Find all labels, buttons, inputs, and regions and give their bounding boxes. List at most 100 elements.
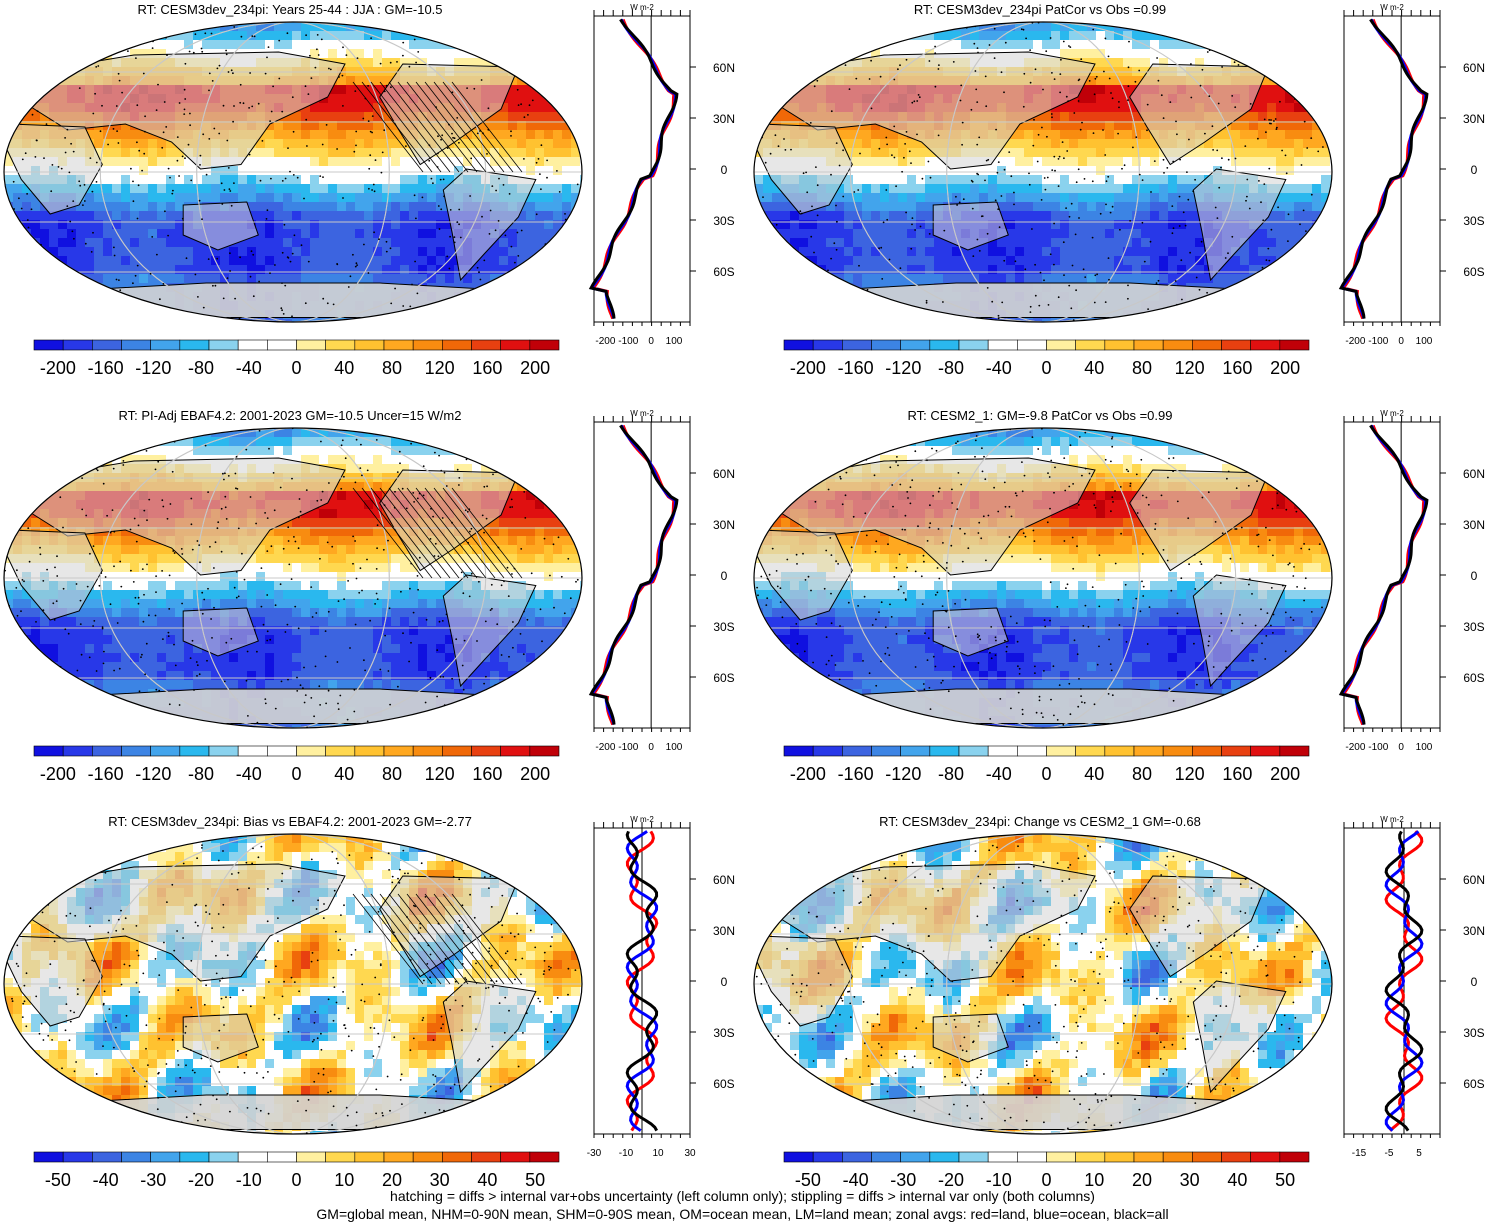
colorbar-swatch [209,746,238,756]
profile-xtick-label: -30 [587,1148,602,1159]
profile-lat-label: 0 [721,569,728,583]
colorbar-swatch [501,1152,530,1162]
colorbar-tick-label: 40 [1084,764,1104,784]
colorbar-tick-label: 80 [1132,358,1152,378]
colorbar-swatch [413,340,442,350]
colorbar-tick-label: -40 [236,358,262,378]
profile-lat-label: 30N [1463,924,1485,938]
profile-xtick-label: -15 [1352,1148,1367,1159]
profile-frame [1344,422,1440,728]
colorbar-tick-label: -80 [188,764,214,784]
colorbar-swatch [901,1152,930,1162]
colorbar-swatch [238,1152,267,1162]
colorbar-swatch [1017,1152,1046,1162]
colorbar-tick-label: 160 [472,764,502,784]
profile-frame [594,422,690,728]
colorbar-tick-label: 0 [1041,358,1051,378]
colorbar-tick-label: -200 [790,764,826,784]
colorbar-swatch [1192,340,1221,350]
profile-xtick-label: -200 [1345,742,1365,753]
colorbar-swatch [901,340,930,350]
colorbar-swatch [34,746,63,756]
colorbar-tick-label: 0 [291,1170,301,1190]
profile-xtick-label: 0 [648,742,654,753]
profile-lat-label: 60N [1463,873,1485,887]
profile-xtick-label: -100 [618,742,638,753]
footer-legend-note: GM=global mean, NHM=0-90N mean, SHM=0-90… [0,1206,1485,1222]
colorbar-swatch [530,340,559,350]
colorbar-swatch [1134,340,1163,350]
panel-title: RT: CESM3dev_234pi PatCor vs Obs =0.99 [914,2,1166,17]
colorbar-swatch [930,746,959,756]
panel-1: RT: CESM3dev_234pi: Years 25-44 : JJA : … [4,2,735,378]
colorbar-tick-label: -200 [40,764,76,784]
panel-title: RT: CESM2_1: GM=-9.8 PatCor vs Obs =0.99 [908,408,1173,423]
profile-lat-label: 0 [721,975,728,989]
profile-xtick-label: 100 [1416,336,1433,347]
profile-lat-label: 60S [713,671,734,685]
colorbar-swatch [930,1152,959,1162]
profile-lat-label: 60S [713,265,734,279]
colorbar-swatch [472,340,501,350]
colorbar-swatch [92,340,121,350]
profile-lat-label: 60S [1463,671,1484,685]
colorbar-swatch [1251,340,1280,350]
profile-xtick-label: 0 [1398,336,1404,347]
colorbar-swatch [472,746,501,756]
colorbar-tick-label: 160 [472,358,502,378]
colorbar-swatch [209,340,238,350]
profile-xtick-label: 0 [1398,742,1404,753]
colorbar-tick-label: 40 [1227,1170,1247,1190]
colorbar-tick-label: -40 [986,358,1012,378]
colorbar-swatch [1280,746,1309,756]
colorbar-swatch [238,746,267,756]
colorbar-swatch [501,340,530,350]
profile-xtick-label: 0 [648,336,654,347]
profile-lat-label: 0 [1471,163,1478,177]
colorbar-tick-label: -80 [188,358,214,378]
colorbar-swatch [122,746,151,756]
colorbar-swatch [326,746,355,756]
colorbar-tick-label: -80 [938,358,964,378]
colorbar-swatch [413,1152,442,1162]
colorbar-swatch [813,1152,842,1162]
profile-lat-label: 60N [1463,61,1485,75]
colorbar-swatch [180,1152,209,1162]
profile-xtick-label: -200 [595,742,615,753]
colorbar-swatch [530,746,559,756]
profile-xtick-label: -5 [1385,1148,1394,1159]
colorbar-swatch [1251,746,1280,756]
profile-xtick-label: 100 [666,742,683,753]
colorbar-tick-label: 10 [334,1170,354,1190]
colorbar-swatch [1163,1152,1192,1162]
profile-unit: W m-2 [1380,409,1404,418]
colorbar-swatch [501,746,530,756]
profile-lat-label: 0 [721,163,728,177]
profile-xtick-label: 10 [652,1148,664,1159]
colorbar-swatch [384,1152,413,1162]
panel-title: RT: CESM3dev_234pi: Years 25-44 : JJA : … [137,2,442,17]
profile-xtick-label: -10 [619,1148,634,1159]
colorbar-tick-label: 160 [1222,764,1252,784]
colorbar-tick-label: 40 [334,358,354,378]
profile-lat-label: 60S [1463,265,1484,279]
profile-xtick-label: -100 [618,336,638,347]
profile-lat-label: 60S [713,1077,734,1091]
colorbar-swatch [1134,746,1163,756]
profile-frame [1344,16,1440,322]
colorbar-swatch [988,1152,1017,1162]
panel-6: RT: CESM3dev_234pi: Change vs CESM2_1 GM… [754,814,1485,1190]
colorbar-swatch [180,746,209,756]
colorbar-swatch [209,1152,238,1162]
colorbar-swatch [959,746,988,756]
colorbar-swatch [1076,746,1105,756]
colorbar-tick-label: -120 [135,358,171,378]
profile-lat-label: 60N [713,467,735,481]
colorbar-swatch [1192,1152,1221,1162]
colorbar-tick-label: -200 [40,358,76,378]
colorbar-tick-label: -20 [938,1170,964,1190]
